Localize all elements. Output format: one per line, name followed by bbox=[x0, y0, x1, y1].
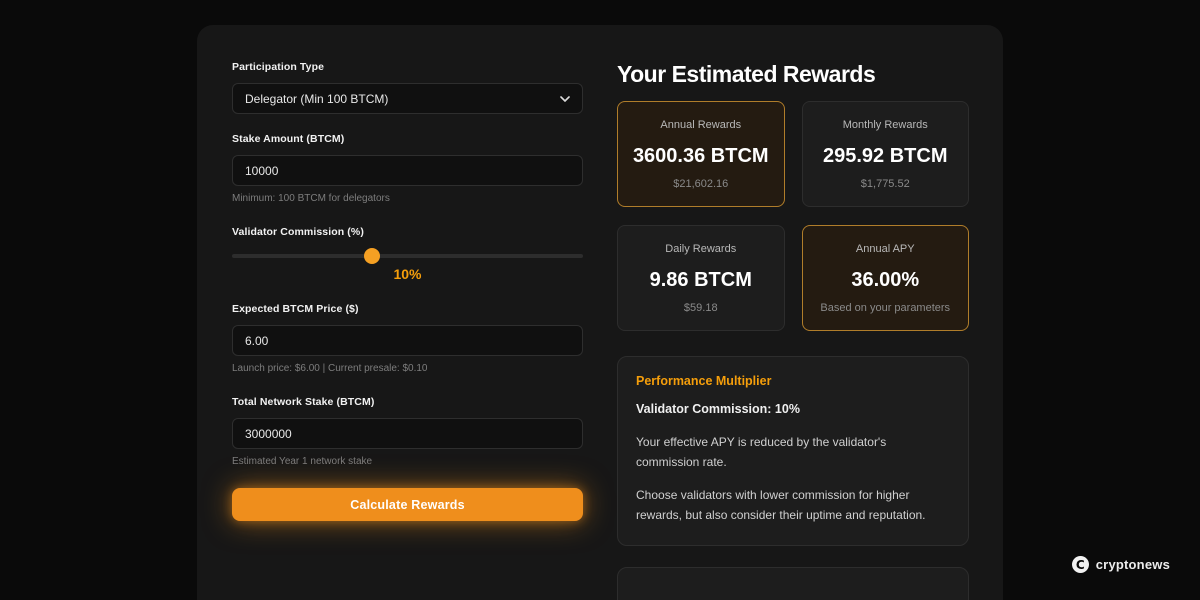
cryptonews-logo-text: cryptonews bbox=[1095, 557, 1170, 572]
performance-multiplier-box: Performance Multiplier Validator Commiss… bbox=[617, 356, 969, 546]
card-value: 9.86 BTCM bbox=[649, 269, 752, 291]
card-value: 36.00% bbox=[851, 269, 920, 291]
card-sub: $21,602.16 bbox=[673, 178, 729, 190]
stake-amount-helper: Minimum: 100 BTCM for delegators bbox=[232, 193, 390, 204]
participation-type-select[interactable]: Delegator (Min 100 BTCM) bbox=[232, 83, 583, 114]
card-sub: $1,775.52 bbox=[860, 178, 910, 190]
stake-amount-label: Stake Amount (BTCM) bbox=[232, 133, 345, 145]
card-label: Daily Rewards bbox=[665, 243, 737, 255]
card-label: Annual APY bbox=[855, 243, 915, 255]
info-box-paragraph: Choose validators with lower commission … bbox=[636, 488, 926, 522]
network-stake-input[interactable] bbox=[232, 418, 583, 449]
stake-amount-input[interactable] bbox=[232, 155, 583, 186]
info-box-paragraph: Your effective APY is reduced by the val… bbox=[636, 435, 887, 469]
card-label: Monthly Rewards bbox=[842, 119, 928, 131]
daily-rewards-card: Daily Rewards 9.86 BTCM $59.18 bbox=[617, 225, 785, 331]
participation-type-label: Participation Type bbox=[232, 61, 325, 73]
card-sub: Based on your parameters bbox=[820, 302, 951, 314]
calculator-panel: Participation Type Delegator (Min 100 BT… bbox=[197, 25, 1003, 600]
form-column: Participation Type Delegator (Min 100 BT… bbox=[232, 60, 583, 600]
results-column: Your Estimated Rewards Annual Rewards 36… bbox=[617, 60, 969, 600]
calculate-rewards-button[interactable]: Calculate Rewards bbox=[232, 488, 583, 521]
cryptonews-logo-icon: C bbox=[1071, 556, 1089, 573]
btcm-price-helper: Launch price: $6.00 | Current presale: $… bbox=[232, 363, 428, 374]
info-box-subtitle: Validator Commission: 10% bbox=[636, 402, 800, 416]
network-stake-helper: Estimated Year 1 network stake bbox=[232, 456, 373, 467]
cryptonews-watermark: C cryptonews bbox=[1071, 556, 1170, 573]
btcm-price-label: Expected BTCM Price ($) bbox=[232, 303, 359, 315]
monthly-rewards-card: Monthly Rewards 295.92 BTCM $1,775.52 bbox=[801, 101, 969, 207]
next-section-box bbox=[617, 567, 969, 600]
validator-commission-value: 10% bbox=[393, 266, 422, 282]
participation-type-value: Delegator (Min 100 BTCM) bbox=[245, 91, 389, 106]
network-stake-label: Total Network Stake (BTCM) bbox=[232, 396, 375, 408]
results-title: Your Estimated Rewards bbox=[617, 61, 876, 87]
card-value: 295.92 BTCM bbox=[823, 145, 948, 167]
card-label: Annual Rewards bbox=[660, 119, 742, 131]
chevron-down-icon bbox=[560, 95, 570, 102]
btcm-price-input[interactable] bbox=[232, 325, 583, 356]
validator-commission-label: Validator Commission (%) bbox=[232, 226, 364, 238]
slider-thumb[interactable] bbox=[364, 248, 381, 264]
annual-apy-card: Annual APY 36.00% Based on your paramete… bbox=[801, 225, 969, 331]
rewards-cards-grid: Annual Rewards 3600.36 BTCM $21,602.16 M… bbox=[617, 101, 969, 331]
info-box-title: Performance Multiplier bbox=[636, 374, 772, 388]
slider-track[interactable] bbox=[232, 254, 583, 258]
card-sub: $59.18 bbox=[683, 302, 718, 314]
validator-commission-slider[interactable] bbox=[232, 248, 583, 264]
annual-rewards-card: Annual Rewards 3600.36 BTCM $21,602.16 bbox=[617, 101, 785, 207]
card-value: 3600.36 BTCM bbox=[632, 145, 769, 167]
